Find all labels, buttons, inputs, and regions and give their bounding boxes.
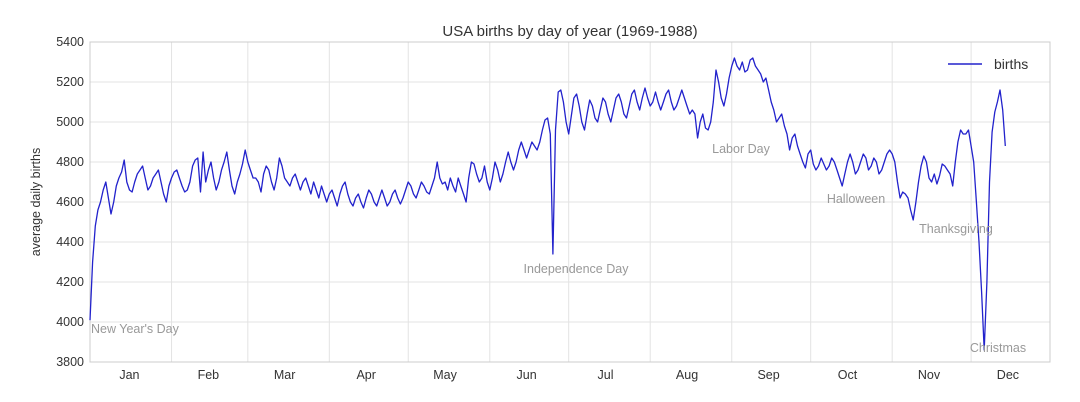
y-axis-ticks: 3800 4000 4200 4400 4600 4800 5000 5200 5400 [56, 35, 84, 369]
y-tick-label: 4000 [56, 315, 84, 329]
chart-title: USA births by day of year (1969-1988) [442, 23, 697, 40]
annotations: New Year's Day Independence Day Labor Day H… [91, 142, 1026, 355]
x-tick-label: May [433, 368, 457, 382]
y-tick-label: 4200 [56, 275, 84, 289]
y-tick-label: 4800 [56, 155, 84, 169]
births-series-line [89, 57, 1006, 351]
y-axis-label: average daily births [29, 148, 43, 256]
annotation-label: Labor Day [712, 142, 770, 156]
annotation-label: Thanksgiving [919, 222, 993, 236]
x-tick-label: Oct [838, 368, 858, 382]
y-tick-label: 5200 [56, 75, 84, 89]
y-tick-label: 5400 [56, 35, 84, 49]
series-layer [89, 57, 1006, 351]
x-tick-label: Dec [997, 368, 1019, 382]
annotation-label: New Year's Day [91, 322, 180, 336]
annotation-label: Halloween [827, 192, 885, 206]
annotation-label: Christmas [970, 341, 1026, 355]
y-tick-label: 4400 [56, 235, 84, 249]
x-tick-label: Feb [198, 368, 220, 382]
y-tick-label: 3800 [56, 355, 84, 369]
x-tick-label: Nov [918, 368, 941, 382]
x-axis-ticks: Jan Feb Mar Apr May Jun Jul Aug Sep Oct Nov Dec [119, 368, 1019, 382]
x-tick-label: Jul [598, 368, 614, 382]
y-tick-label: 5000 [56, 115, 84, 129]
y-tick-label: 4600 [56, 195, 84, 209]
grid [89, 41, 1050, 363]
legend-label: births [994, 56, 1028, 72]
x-tick-label: Aug [676, 368, 698, 382]
plot-frame [89, 41, 1051, 363]
x-tick-label: Mar [274, 368, 296, 382]
x-tick-label: Jun [517, 368, 537, 382]
annotation-label: Independence Day [524, 262, 630, 276]
x-tick-label: Jan [119, 368, 139, 382]
legend: births [948, 56, 1028, 72]
x-tick-label: Apr [356, 368, 375, 382]
x-tick-label: Sep [757, 368, 779, 382]
